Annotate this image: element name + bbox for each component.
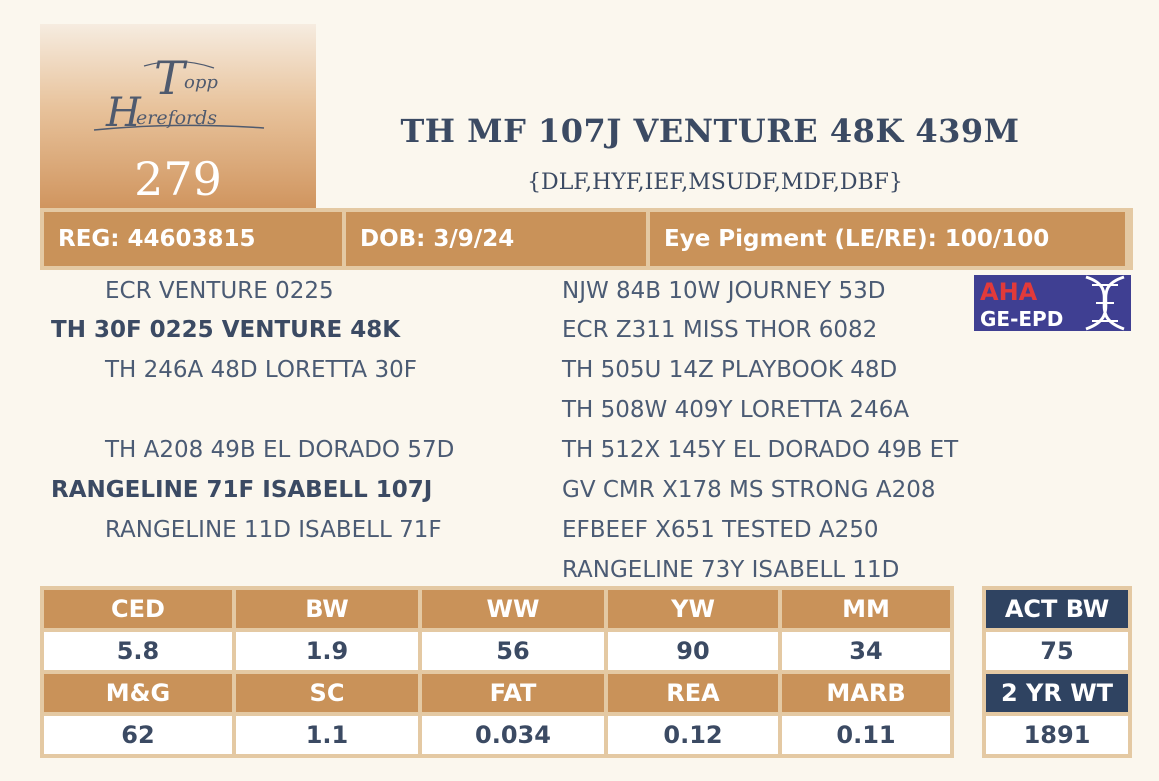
epd-header-row-2: M&G SC FAT REA MARB [44,674,950,712]
genetic-status: {DLF,HYF,IEF,MSUDF,MDF,DBF} [527,170,903,195]
epd-header-fat: FAT [422,674,604,712]
epd-value-marb: 0.11 [782,716,950,754]
epd-value-row-2: 62 1.1 0.034 0.12 0.11 [44,716,950,754]
ggp-8: RANGELINE 73Y ISABELL 11D [562,557,900,583]
epd-header-mm: MM [782,590,950,628]
epd-table: CED BW WW YW MM 5.8 1.9 56 90 34 M&G SC … [40,586,954,758]
epd-value-ced: 5.8 [44,632,232,670]
epd-header-marb: MARB [782,674,950,712]
act-bw-label: ACT BW [986,590,1128,628]
svg-text:erefords: erefords [136,107,217,129]
act-bw-value: 75 [986,632,1128,670]
svg-text:opp: opp [184,72,218,93]
sire-sire: ECR VENTURE 0225 [105,278,334,304]
ggp-2: ECR Z311 MISS THOR 6082 [562,317,878,343]
dna-helix-icon: AHA GE-EPD [974,275,1131,331]
logo-panel: T opp H erefords 279 [40,24,316,208]
sire-dam: TH 246A 48D LORETTA 30F [105,357,417,383]
two-yr-wt-value: 1891 [986,716,1128,754]
epd-header-ced: CED [44,590,232,628]
ggp-4: TH 508W 409Y LORETTA 246A [562,397,910,423]
topp-herefords-logo: T opp H erefords [93,51,265,136]
eye-pigment: Eye Pigment (LE/RE): 100/100 [650,212,1125,266]
epd-header-yw: YW [608,590,778,628]
registration-number: REG: 44603815 [44,212,342,266]
epd-value-fat: 0.034 [422,716,604,754]
ggp-3: TH 505U 14Z PLAYBOOK 48D [562,357,898,383]
dam-dam: RANGELINE 11D ISABELL 71F [105,517,442,543]
epd-value-yw: 90 [608,632,778,670]
epd-value-bw: 1.9 [236,632,418,670]
sire: TH 30F 0225 VENTURE 48K [51,317,401,343]
ggp-1: NJW 84B 10W JOURNEY 53D [562,278,886,304]
epd-value-rea: 0.12 [608,716,778,754]
badge-ge-epd-text: GE-EPD [980,307,1063,331]
lot-number: 279 [134,152,222,206]
epd-value-row-1: 5.8 1.9 56 90 34 [44,632,950,670]
badge-aha-text: AHA [980,278,1038,306]
epd-header-bw: BW [236,590,418,628]
info-bar: REG: 44603815 DOB: 3/9/24 Eye Pigment (L… [40,208,1133,270]
date-of-birth: DOB: 3/9/24 [346,212,646,266]
epd-value-mg: 62 [44,716,232,754]
epd-header-rea: REA [608,674,778,712]
svg-text:T: T [154,51,188,105]
ggp-5: TH 512X 145Y EL DORADO 49B ET [562,437,959,463]
epd-header-ww: WW [422,590,604,628]
aha-ge-epd-badge: AHA GE-EPD [974,275,1131,331]
actual-weights-table: ACT BW 75 2 YR WT 1891 [982,586,1132,758]
dam: RANGELINE 71F ISABELL 107J [51,477,433,503]
animal-name: TH MF 107J VENTURE 48K 439M [400,112,1020,150]
epd-value-sc: 1.1 [236,716,418,754]
epd-header-mg: M&G [44,674,232,712]
ggp-7: EFBEEF X651 TESTED A250 [562,517,879,543]
epd-value-mm: 34 [782,632,950,670]
two-yr-wt-label: 2 YR WT [986,674,1128,712]
ggp-6: GV CMR X178 MS STRONG A208 [562,477,936,503]
epd-header-row-1: CED BW WW YW MM [44,590,950,628]
dam-sire: TH A208 49B EL DORADO 57D [105,437,455,463]
epd-value-ww: 56 [422,632,604,670]
epd-header-sc: SC [236,674,418,712]
